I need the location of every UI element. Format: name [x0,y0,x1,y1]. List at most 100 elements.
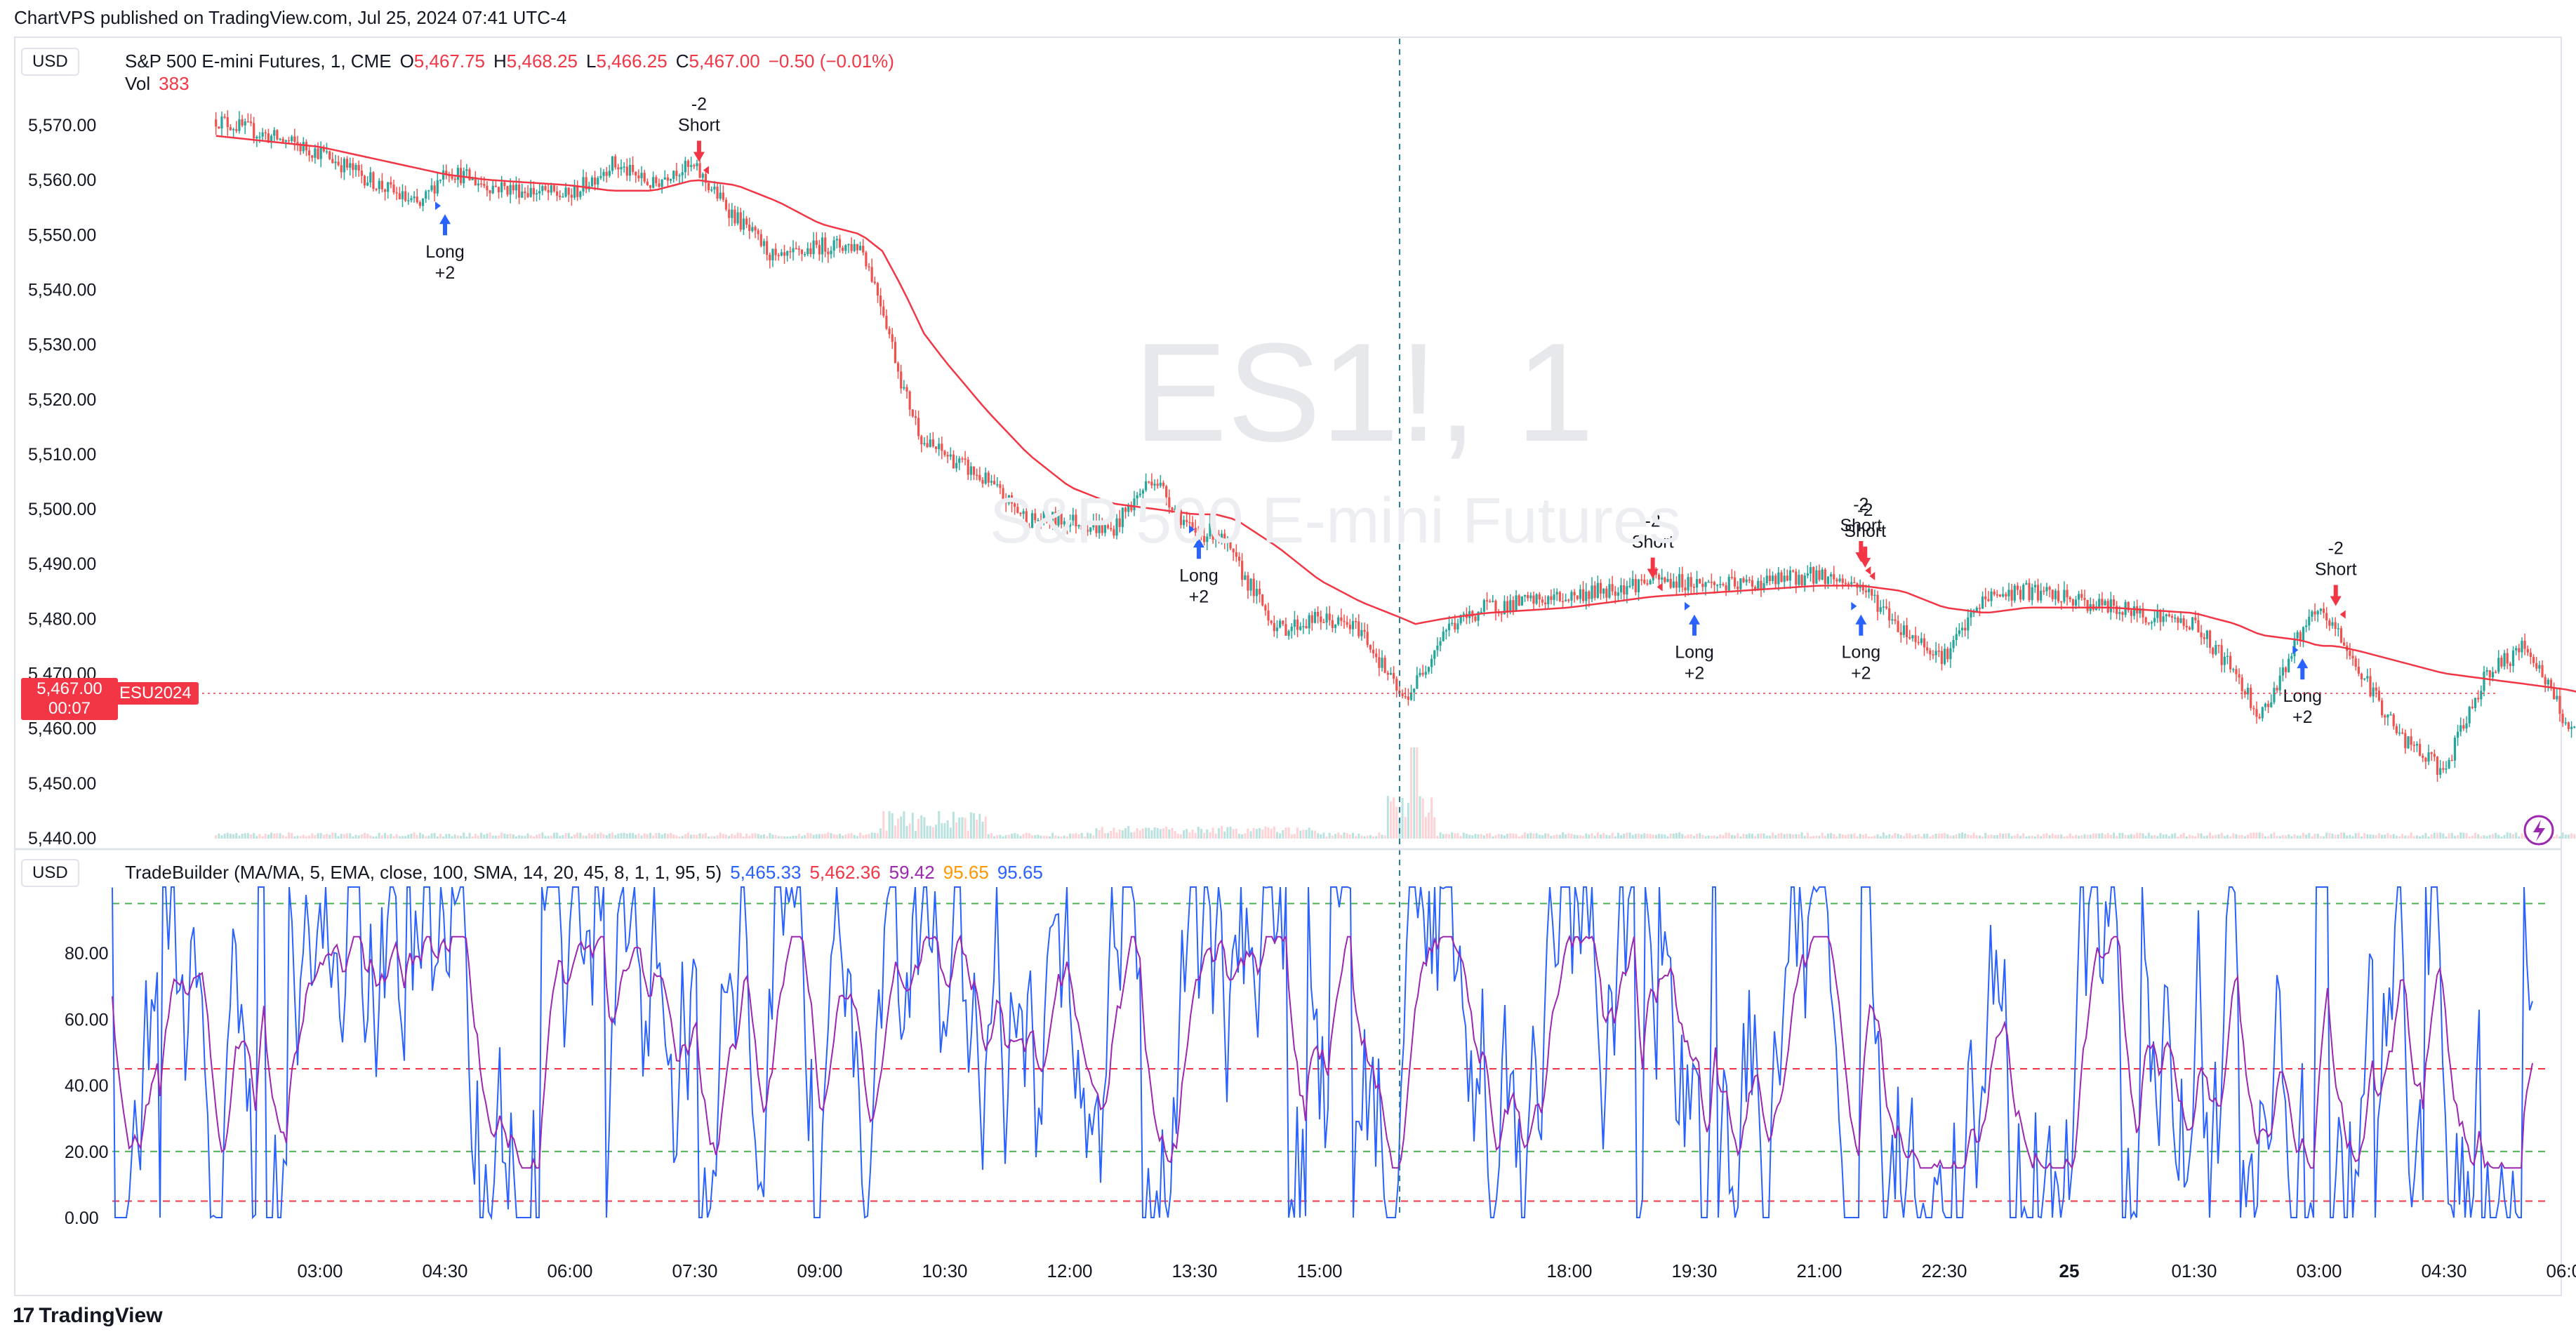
volume-bar [832,834,835,839]
candle-body [1739,578,1742,589]
volume-bar [2147,832,2150,839]
candle-body [2567,722,2570,729]
volume-bar [771,834,774,839]
candle-body [383,189,387,192]
volume-bar [1494,835,1497,839]
candle-body [1065,521,1069,527]
candle-body [314,148,317,158]
candle-body [1220,533,1223,540]
volume-bar [739,832,742,839]
currency-button[interactable]: USD [21,48,79,76]
volume-bar [1107,832,1110,839]
candle-body [2174,618,2177,619]
volume-bar [442,836,445,839]
exit-marker-icon [2339,610,2346,619]
long-signal[interactable]: Long+2 [1179,525,1219,606]
volume-bar [1780,832,1783,839]
candle-body [2544,677,2547,685]
indicator-currency-button[interactable]: USD [21,859,79,887]
candle-body [2337,628,2339,629]
volume-legend: Vol 383 [125,73,190,95]
volume-bar [847,833,850,839]
volume-bar [1748,833,1751,839]
candle-body [1075,514,1077,527]
candle-body [1716,585,1719,587]
candle-body [2118,612,2121,614]
candle-body [567,187,570,195]
candle-body [410,198,413,201]
long-signal[interactable]: Long+2 [2283,646,2322,727]
candle-body [1748,579,1751,581]
indicator-name[interactable]: TradeBuilder (MA/MA, 5, EMA, close, 100,… [125,862,722,883]
volume-bar [1346,833,1348,839]
long-signal[interactable]: Long+2 [1675,601,1714,684]
candle-body [2328,620,2331,626]
volume-bar [439,833,441,839]
candle-body [576,186,579,197]
volume-bar [1567,833,1570,839]
candle-body [1788,570,1792,581]
candle-body [2360,673,2363,680]
candle-body [398,193,401,199]
candle-body [1106,525,1110,528]
volume-bar [1684,835,1687,839]
candle-body [2468,707,2471,724]
candle-body [842,247,844,251]
volume-bar [1824,836,1826,839]
candle-body [2331,622,2334,626]
long-signal[interactable]: Long+2 [425,201,465,283]
volume-bar [1541,835,1543,839]
volume-bar [1710,836,1713,839]
volume-bar [1640,834,1643,839]
candle-body [1072,514,1075,521]
volume-bar [1853,833,1856,839]
symbol-label[interactable]: S&P 500 E-mini Futures, 1, CME [125,51,392,72]
volume-bar [1961,832,1964,839]
candle-body [255,137,258,139]
volume-bar [955,822,958,839]
volume-bar [1325,836,1328,839]
volume-bar [1527,833,1529,839]
candle-body [2106,601,2109,613]
candle-body [1241,561,1244,580]
candle-body [2281,667,2284,676]
volume-bar [375,836,378,839]
candle-body [1191,522,1194,528]
volume-bar [614,834,617,839]
volume-bar [235,832,238,839]
candle-body [1421,672,1424,675]
volume-bar [552,832,555,839]
candle-body [1427,667,1430,672]
candle-body [1355,621,1357,622]
volume-bar [2288,834,2290,839]
candle-body [821,237,824,255]
volume-bar [1841,834,1844,839]
candle-body [2299,632,2302,641]
volume-bar [2197,833,2200,839]
tradingview-logo[interactable]: 17 TradingView [13,1304,163,1328]
volume-bar [597,834,599,839]
candle-body [1080,525,1083,530]
candle-body [1103,525,1107,533]
volume-bar [1183,830,1186,839]
volume-bar [1293,834,1296,839]
candle-body [830,251,832,255]
lightning-icon[interactable] [2523,815,2554,846]
candle-body [570,194,573,198]
volume-bar [418,832,421,839]
candle-body [1841,578,1844,583]
candle-body [2185,625,2188,627]
bar-countdown: 00:07 [48,699,91,718]
volume-bar [1835,836,1838,839]
volume-bar [2150,835,2153,839]
long-signal[interactable]: Long+2 [1842,601,1881,684]
volume-bar [2369,834,2372,839]
volume-bar [879,828,882,839]
x-tick-label: 04:30 [2421,1260,2467,1281]
candle-body [605,171,608,176]
